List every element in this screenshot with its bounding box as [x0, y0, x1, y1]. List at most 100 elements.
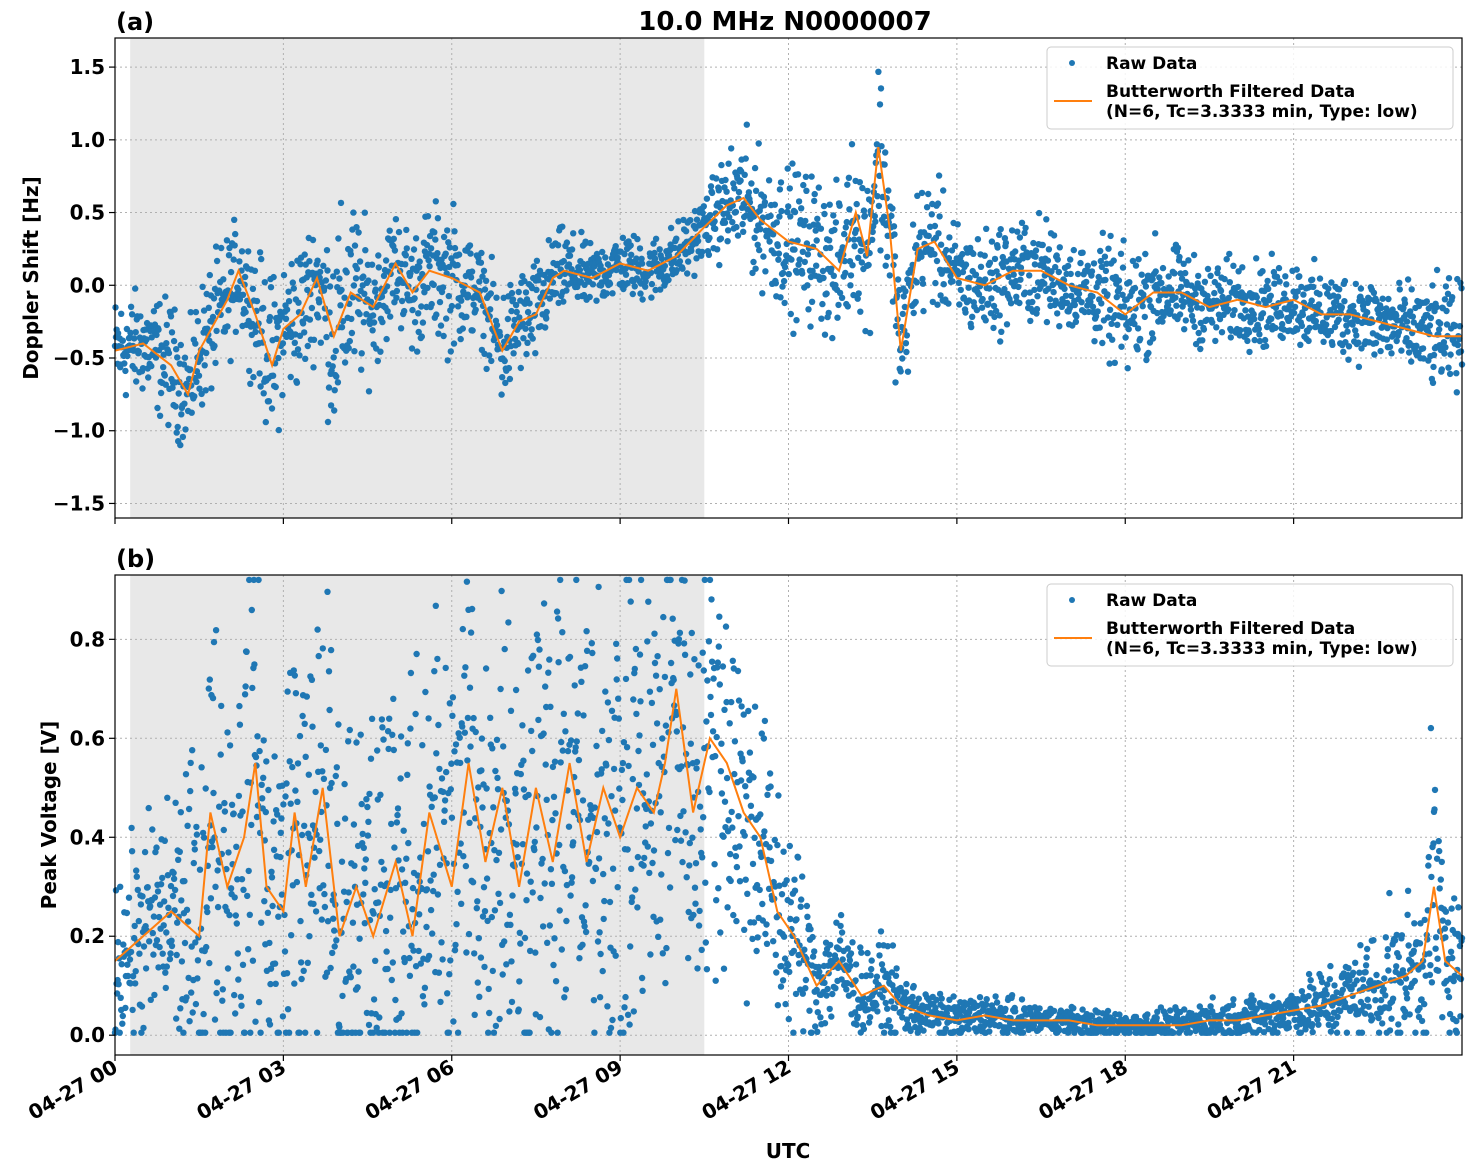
raw-data-point: [388, 820, 395, 828]
raw-data-point: [493, 294, 500, 301]
raw-data-point: [246, 367, 253, 375]
raw-data-point: [729, 218, 736, 226]
raw-data-point: [559, 747, 566, 754]
raw-data-point: [466, 819, 473, 826]
raw-data-point: [1377, 347, 1384, 355]
raw-data-point: [563, 917, 570, 925]
raw-data-point: [552, 978, 560, 985]
raw-data-point: [914, 192, 921, 199]
raw-data-point: [544, 939, 551, 946]
raw-data-point: [327, 964, 334, 972]
raw-data-point: [550, 961, 557, 969]
raw-data-point: [358, 350, 365, 357]
raw-data-point: [684, 270, 691, 277]
raw-data-point: [681, 651, 689, 658]
raw-data-point: [223, 865, 230, 873]
raw-data-point: [353, 739, 360, 746]
raw-data-point: [278, 815, 285, 822]
raw-data-point: [1305, 992, 1312, 1000]
raw-data-point: [352, 275, 360, 282]
raw-data-point: [621, 250, 628, 258]
raw-data-point: [892, 1029, 899, 1036]
raw-data-point: [992, 993, 999, 1000]
raw-data-point: [780, 933, 788, 940]
raw-data-point: [128, 848, 136, 855]
raw-data-point: [1396, 279, 1403, 286]
raw-data-point: [291, 339, 298, 346]
raw-data-point: [893, 965, 900, 972]
raw-data-point: [622, 993, 629, 1001]
raw-data-point: [287, 800, 294, 807]
raw-data-point: [864, 949, 871, 957]
raw-data-point: [855, 254, 862, 261]
raw-data-point: [877, 247, 884, 254]
raw-data-point: [1339, 331, 1347, 338]
raw-data-point: [867, 972, 874, 979]
raw-data-point: [431, 794, 438, 801]
raw-data-point: [1429, 379, 1437, 386]
raw-data-point: [791, 887, 799, 894]
raw-data-point: [602, 254, 609, 261]
raw-data-point: [1032, 247, 1040, 254]
raw-data-point: [392, 996, 399, 1004]
raw-data-point: [1268, 315, 1275, 322]
raw-data-point: [574, 710, 581, 717]
raw-data-point: [231, 991, 238, 999]
raw-data-point: [866, 329, 874, 337]
raw-data-point: [724, 904, 731, 911]
raw-data-point: [1294, 288, 1301, 295]
raw-data-point: [1185, 257, 1192, 264]
raw-data-point: [383, 335, 390, 343]
raw-data-point: [212, 883, 219, 890]
raw-data-point: [559, 223, 566, 230]
raw-data-point: [301, 720, 308, 727]
raw-data-point: [405, 839, 412, 847]
raw-data-point: [693, 255, 700, 262]
raw-data-point: [304, 959, 311, 966]
raw-data-point: [375, 899, 382, 906]
legend-frame: [1046, 46, 1454, 130]
raw-data-point: [435, 330, 442, 337]
raw-data-point: [788, 256, 795, 263]
raw-data-point: [694, 965, 701, 972]
raw-data-point: [150, 951, 157, 958]
raw-data-point: [153, 331, 160, 339]
raw-data-point: [395, 857, 402, 864]
raw-data-point: [858, 949, 865, 956]
raw-data-point: [1176, 253, 1183, 261]
raw-data-point: [243, 648, 250, 655]
raw-data-point: [337, 302, 344, 309]
raw-data-point: [251, 661, 258, 668]
raw-data-point: [777, 294, 784, 301]
raw-data-point: [972, 271, 980, 278]
raw-data-point: [330, 354, 337, 361]
raw-data-point: [441, 797, 449, 804]
raw-data-point: [737, 177, 744, 184]
raw-data-point: [505, 364, 513, 372]
raw-data-point: [1084, 262, 1092, 269]
raw-data-point: [553, 608, 561, 615]
raw-data-point: [633, 710, 640, 718]
raw-data-point: [165, 349, 173, 357]
raw-data-point: [613, 676, 620, 683]
raw-data-point: [431, 229, 438, 236]
raw-data-point: [226, 244, 233, 252]
raw-data-point: [455, 251, 463, 258]
raw-data-point: [960, 294, 968, 301]
y-tick-label: 0.0: [70, 273, 105, 297]
panel-a-legend: Raw Data Butterworth Filtered Data (N=6,…: [1046, 46, 1454, 130]
panel-a-x-ticks: [114, 518, 1295, 524]
raw-data-point: [317, 742, 324, 749]
raw-data-point: [1043, 318, 1051, 326]
raw-data-point: [471, 950, 478, 957]
raw-data-point: [741, 171, 748, 178]
raw-data-point: [829, 990, 836, 998]
raw-data-point: [508, 289, 516, 297]
raw-data-point: [486, 1009, 493, 1017]
raw-data-point: [386, 1029, 393, 1036]
raw-data-point: [733, 863, 741, 871]
raw-data-point: [945, 255, 953, 262]
raw-data-point: [740, 228, 747, 235]
raw-data-point: [868, 957, 875, 964]
raw-data-point: [528, 326, 535, 333]
